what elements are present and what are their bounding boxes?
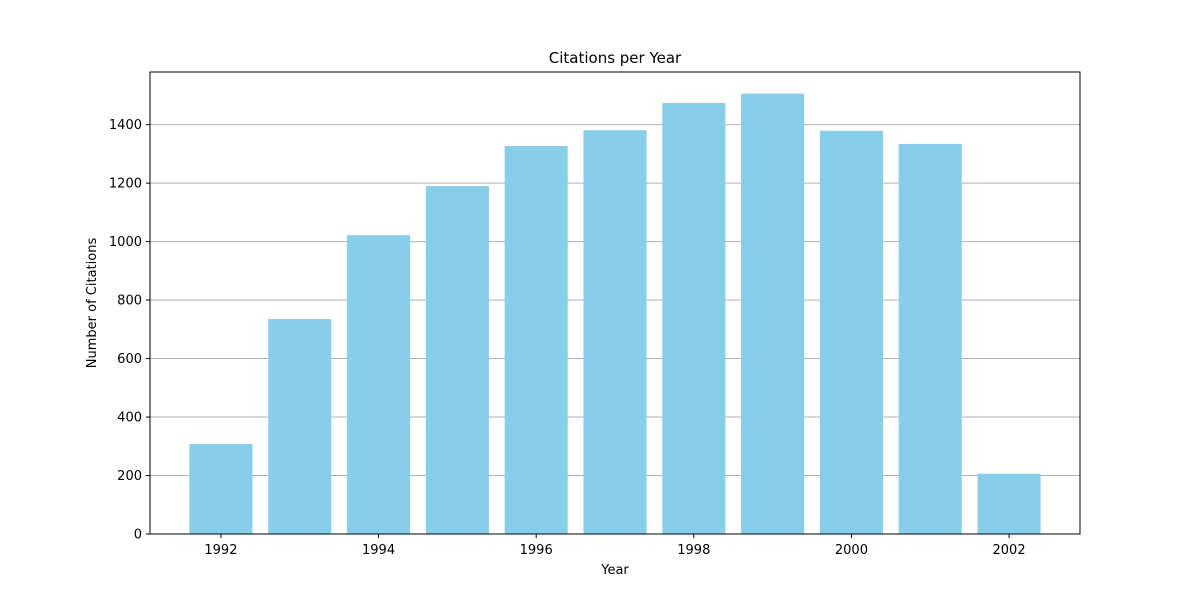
chart-title: Citations per Year [549,49,682,67]
y-tick-label: 200 [117,469,142,484]
bar-1993 [268,319,332,534]
bar-1994 [347,235,411,534]
bars [189,93,1041,535]
y-tick-label: 400 [117,411,142,426]
bar-1996 [504,145,568,534]
y-axis-ticks: 0 200 400 600 800 1000 1200 1400 [109,118,150,543]
x-tick-label: 1992 [204,543,237,558]
y-tick-label: 600 [117,352,142,367]
y-tick-label: 0 [134,528,142,543]
y-tick-label: 1200 [109,177,142,192]
bar-1995 [425,186,489,535]
x-tick-label: 1996 [520,543,553,558]
bar-1997 [583,130,647,535]
x-tick-label: 2000 [835,543,868,558]
x-axis-ticks: 1992 1994 1996 1998 2000 2002 [204,534,1026,558]
bar-1998 [662,102,726,534]
bar-2000 [819,130,883,534]
bar-2001 [898,143,962,534]
y-tick-label: 800 [117,294,142,309]
bar-2002 [977,473,1041,534]
y-tick-label: 1000 [109,235,142,250]
bar-1992 [189,443,253,534]
x-tick-label: 1994 [362,543,395,558]
x-axis-label: Year [600,563,629,578]
y-tick-label: 1400 [109,118,142,133]
bar-1999 [741,93,805,535]
plot-frame [149,71,1081,535]
x-tick-label: 2002 [993,543,1026,558]
y-axis-label: Number of Citations [85,238,100,369]
x-tick-label: 1998 [677,543,710,558]
